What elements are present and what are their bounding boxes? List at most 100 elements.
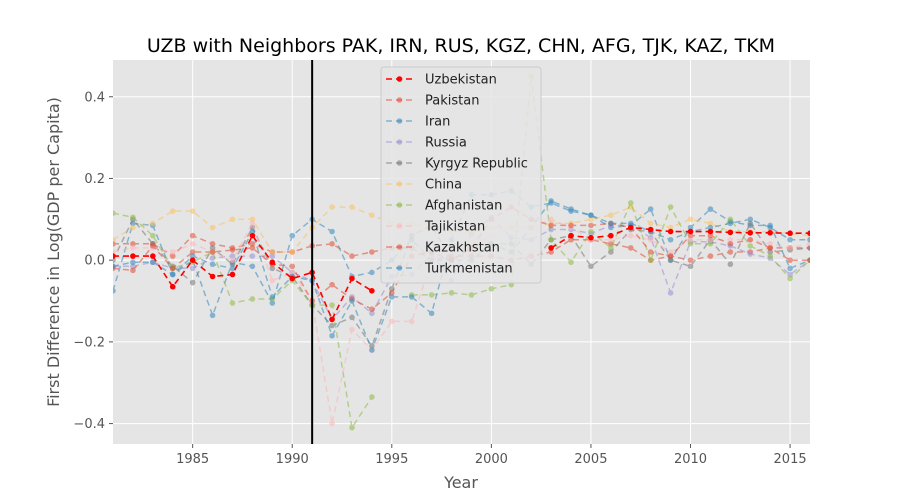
series-line <box>113 234 373 322</box>
data-point <box>249 253 256 259</box>
data-point <box>289 263 296 270</box>
data-point <box>150 243 156 249</box>
data-point <box>209 312 216 319</box>
data-point <box>747 243 754 249</box>
legend-item-kazakhstan: Kazakhstan <box>386 241 500 256</box>
data-point <box>329 241 335 247</box>
data-point <box>209 224 216 231</box>
data-point <box>627 200 634 206</box>
data-point <box>150 253 156 259</box>
data-point <box>150 232 156 239</box>
legend-marker <box>396 97 403 103</box>
data-point <box>588 216 594 223</box>
data-point <box>747 220 754 227</box>
data-point <box>189 257 196 263</box>
data-point <box>209 241 216 247</box>
data-point <box>627 232 634 239</box>
data-point <box>687 241 694 247</box>
data-point <box>329 420 335 427</box>
data-point <box>747 230 754 236</box>
x-tick-label: 2000 <box>475 452 508 467</box>
data-point <box>747 236 754 243</box>
data-point <box>169 271 176 278</box>
legend-marker <box>396 265 403 271</box>
data-point <box>787 275 793 282</box>
data-point <box>687 257 694 263</box>
data-point <box>249 241 256 247</box>
data-point <box>608 249 614 255</box>
data-point <box>687 224 694 231</box>
data-point <box>707 206 714 212</box>
data-point <box>588 222 594 229</box>
data-point <box>568 232 574 239</box>
data-point <box>249 220 256 227</box>
x-tick-label: 1990 <box>276 452 309 467</box>
data-point <box>369 347 375 353</box>
data-point <box>269 294 276 300</box>
data-point <box>209 245 216 251</box>
data-point <box>667 204 674 210</box>
data-point <box>130 253 136 259</box>
data-point <box>369 306 375 312</box>
data-point <box>608 220 614 227</box>
series-line <box>113 212 373 430</box>
legend-label: China <box>425 178 462 193</box>
data-point <box>548 245 554 251</box>
data-point <box>329 281 335 288</box>
data-point <box>169 249 176 255</box>
y-tick-label: −0.4 <box>73 417 105 432</box>
legend-label: Tajikistan <box>424 220 485 235</box>
data-point <box>608 245 614 251</box>
data-point <box>647 206 654 212</box>
legend-label: Turkmenistan <box>424 262 513 277</box>
data-point <box>727 229 734 236</box>
data-point <box>767 249 773 255</box>
data-point <box>329 228 335 235</box>
data-point <box>627 220 634 227</box>
data-point <box>349 314 355 321</box>
data-point <box>747 216 754 223</box>
data-point <box>647 220 654 227</box>
legend-item-tajikistan: Tajikistan <box>386 220 485 235</box>
data-point <box>767 230 773 236</box>
data-point <box>428 292 435 298</box>
y-tick-label: 0.0 <box>84 254 105 269</box>
data-point <box>767 224 773 231</box>
data-point <box>389 294 395 300</box>
data-point <box>707 232 714 239</box>
data-point <box>707 241 714 247</box>
data-point <box>707 236 714 243</box>
data-point <box>627 224 634 231</box>
legend-label: Kazakhstan <box>425 241 500 256</box>
series-line <box>550 226 810 249</box>
data-point <box>807 257 810 263</box>
data-point <box>667 224 674 231</box>
series-uzbekistan <box>113 224 810 323</box>
legend-label: Uzbekistan <box>425 73 497 88</box>
data-point <box>229 271 236 278</box>
data-point <box>807 230 810 237</box>
x-tick-label: 1995 <box>375 452 408 467</box>
legend-item-kyrgyz-republic: Kyrgyz Republic <box>386 157 528 172</box>
data-point <box>548 222 554 229</box>
data-point <box>289 275 296 282</box>
data-point <box>667 253 674 259</box>
data-point <box>448 290 455 296</box>
data-point <box>130 267 136 274</box>
y-tick-label: 0.2 <box>84 172 105 187</box>
legend-marker <box>396 223 403 229</box>
data-point <box>229 216 236 223</box>
data-point <box>767 245 773 251</box>
legend-item-turkmenistan: Turkmenistan <box>386 262 513 277</box>
data-point <box>747 251 754 257</box>
data-point <box>787 271 793 278</box>
data-point <box>269 259 276 266</box>
data-point <box>189 208 196 214</box>
data-point <box>588 212 594 219</box>
data-point <box>588 228 594 235</box>
data-point <box>289 232 296 239</box>
series-line <box>113 217 810 348</box>
x-tick-label: 1985 <box>176 452 209 467</box>
series-line <box>113 206 810 253</box>
legend-item-china: China <box>386 178 462 193</box>
